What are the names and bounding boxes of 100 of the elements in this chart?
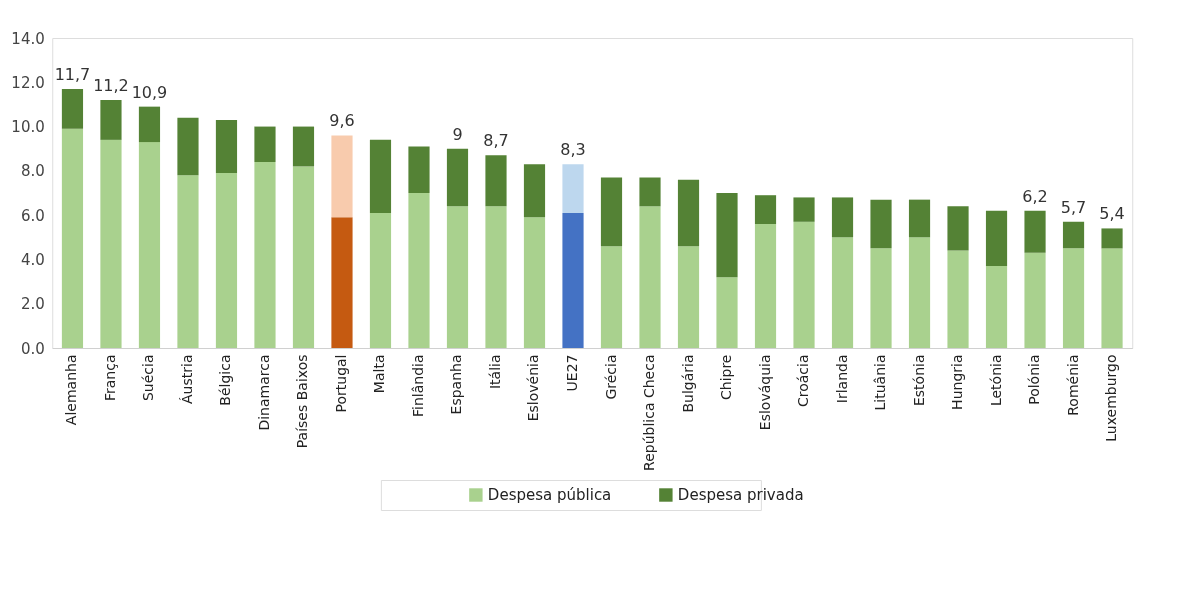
x-tick-label: Dinamarca	[255, 354, 272, 431]
bar	[1101, 248, 1123, 348]
bar	[177, 117, 199, 176]
x-tick-label: Luxemburgo	[1103, 354, 1120, 442]
bar	[61, 88, 84, 129]
x-tick-label: Portugal	[332, 354, 349, 413]
x-tick-label: Finlândia	[409, 354, 426, 417]
y-tick-label: 0.0	[20, 339, 45, 358]
bar	[831, 237, 854, 348]
bar	[138, 106, 161, 143]
bar	[1062, 248, 1085, 348]
bar	[562, 212, 584, 348]
legend-label: Despesa pública	[487, 486, 612, 504]
bar	[177, 175, 199, 348]
total-label: 5,4	[1099, 204, 1125, 224]
bar	[215, 173, 238, 348]
bar	[138, 142, 161, 348]
bar	[446, 148, 469, 207]
bar	[408, 193, 430, 348]
bar	[408, 146, 430, 193]
x-tick-label: Eslovénia	[525, 354, 542, 422]
total-label: 8,7	[483, 131, 509, 151]
bar	[331, 217, 353, 348]
bar	[1024, 252, 1046, 348]
bar	[100, 139, 122, 348]
bar	[215, 119, 238, 174]
bar	[254, 126, 276, 162]
bar	[677, 246, 700, 348]
bar	[947, 250, 969, 348]
bar	[485, 155, 507, 207]
x-tick-label: Itália	[486, 354, 503, 390]
bar	[61, 128, 84, 348]
bar	[100, 100, 122, 140]
x-tick-label: Espanha	[448, 354, 465, 415]
bar	[985, 210, 1008, 267]
bar	[639, 177, 661, 207]
y-tick-label: 12.0	[11, 73, 45, 92]
total-label: 10,9	[131, 82, 168, 102]
total-label: 5,7	[1060, 197, 1087, 217]
bar	[716, 193, 738, 278]
x-tick-label: Irlanda	[833, 354, 850, 404]
x-tick-label: Polónia	[1026, 354, 1043, 405]
x-tick-label: Bulgária	[679, 354, 696, 413]
x-tick-label: Grécia	[602, 354, 619, 400]
bar	[600, 177, 623, 247]
x-tick-label: Letónia	[987, 354, 1004, 407]
x-tick-label: França	[101, 354, 118, 402]
bar	[1062, 221, 1085, 249]
y-tick-label: 6.0	[20, 206, 45, 225]
total-label: 8,3	[560, 140, 586, 160]
total-label: 11,2	[93, 76, 129, 95]
x-tick-label: Países Baixos	[294, 354, 311, 449]
bar	[870, 199, 892, 249]
bar	[754, 195, 777, 224]
bar	[292, 166, 315, 348]
bar	[793, 221, 815, 348]
bar	[1024, 210, 1046, 253]
bar	[369, 139, 392, 213]
total-label: 9	[452, 124, 463, 144]
bar	[523, 217, 546, 348]
bar	[985, 266, 1008, 348]
bar	[793, 197, 815, 222]
bar	[485, 206, 507, 348]
legend-label: Despesa privada	[677, 486, 804, 504]
bar	[947, 206, 969, 251]
bar	[292, 126, 315, 167]
bar	[908, 237, 931, 348]
x-tick-label: Roménia	[1064, 354, 1081, 416]
x-tick-label: Croácia	[795, 354, 812, 408]
y-tick-label: 4.0	[20, 250, 45, 269]
x-tick-label: Estónia	[910, 354, 927, 407]
bar	[831, 197, 854, 238]
x-tick-label: Chipre	[718, 354, 735, 400]
bar	[446, 206, 469, 348]
x-tick-label: Lituânia	[872, 354, 889, 411]
bar	[677, 179, 700, 247]
bar	[562, 164, 584, 213]
bar	[254, 162, 276, 348]
total-label: 6,2	[1022, 186, 1048, 206]
bar	[600, 246, 623, 348]
x-tick-label: Áustria	[178, 354, 195, 404]
x-tick-label: República Checa	[641, 354, 657, 471]
y-tick-label: 2.0	[20, 295, 45, 314]
x-tick-label: UE27	[564, 354, 580, 392]
bar	[870, 248, 892, 348]
y-tick-label: 8.0	[20, 162, 45, 181]
bar	[754, 224, 777, 348]
x-tick-label: Malta	[371, 354, 388, 394]
x-tick-label: Bélgica	[217, 354, 234, 406]
bar	[523, 164, 546, 218]
bar	[639, 206, 661, 348]
x-tick-label: Alemanha	[63, 354, 80, 426]
total-label: 11,7	[54, 64, 91, 84]
y-tick-label: 14.0	[11, 29, 45, 48]
bar	[331, 135, 353, 218]
x-tick-label: Eslováquia	[756, 354, 773, 431]
x-tick-label: Hungria	[949, 354, 966, 410]
x-tick-label: Suécia	[140, 354, 157, 402]
bar	[369, 212, 392, 348]
bar	[908, 199, 931, 238]
